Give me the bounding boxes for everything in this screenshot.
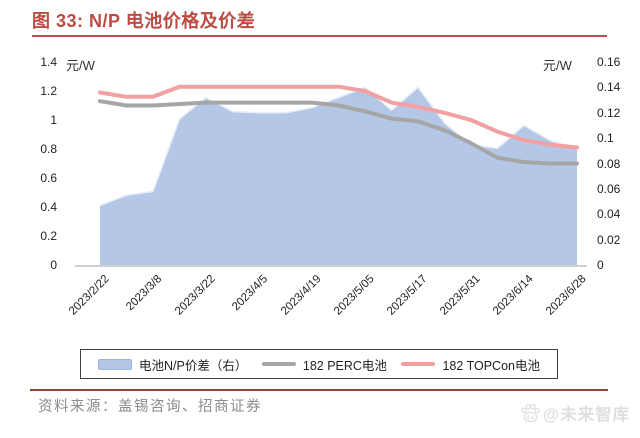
right-axis-tick: 0.1	[597, 131, 614, 146]
paw-logo-icon: du	[521, 403, 540, 423]
right-axis-tick: 0.02	[597, 232, 621, 247]
right-axis-tick: 0.12	[597, 105, 621, 120]
legend-label-spread: 电池N/P价差（右）	[139, 358, 248, 373]
right-axis-tick: 0.06	[597, 181, 621, 196]
chart-area: 元/W 元/W 1.4 1.2 1 0.8 0.6 0.4 0.2 0 0.16 0.14 0.12…	[0, 46, 640, 346]
right-axis-tick: 0.16	[597, 55, 621, 69]
svg-text:du: du	[526, 415, 535, 421]
legend-label-perc: 182 PERC电池	[302, 358, 387, 373]
price-spread-area-edge	[99, 86, 578, 207]
watermark: du @未来智库	[520, 401, 630, 425]
legend-item-perc: 182 PERC电池	[261, 355, 387, 374]
figure-title: 图 33: N/P 电池价格及价差	[32, 11, 256, 31]
chart-svg	[75, 84, 587, 267]
right-axis-unit-label: 元/W	[543, 58, 572, 73]
right-axis-tick: 0	[597, 258, 604, 272]
area-swatch-icon	[98, 358, 132, 370]
right-axis-tick: 0.14	[597, 80, 621, 95]
gray-line-swatch-icon	[261, 362, 296, 366]
left-axis-tick: 1.2	[40, 84, 57, 98]
chart-legend: 电池N/P价差（右） 182 PERC电池 182 TOPCon电池	[80, 349, 558, 379]
topcon-price-line	[98, 84, 579, 150]
left-axis-tick: 0.8	[40, 142, 57, 156]
legend-item-spread: 电池N/P价差（右）	[98, 355, 247, 374]
price-spread-area	[100, 87, 577, 266]
footer-separator	[30, 389, 608, 391]
left-axis-tick: 0.2	[40, 229, 57, 243]
left-axis-tick: 0.4	[40, 200, 57, 214]
right-axis-tick: 0.04	[597, 207, 621, 222]
pink-line-swatch-icon	[401, 362, 436, 366]
legend-label-topcon: 182 TOPCon电池	[442, 358, 540, 373]
data-source-text: 资料来源：盖锡咨询、招商证券	[38, 399, 262, 415]
perc-price-line	[98, 99, 579, 166]
left-axis-tick: 1.4	[40, 55, 57, 69]
left-axis-unit-label: 元/W	[66, 58, 95, 73]
left-axis-tick: 0.6	[40, 171, 57, 185]
watermark-text: @未来智库	[543, 406, 631, 424]
legend-item-topcon: 182 TOPCon电池	[401, 355, 540, 374]
left-axis-tick: 0	[50, 258, 57, 272]
right-axis-tick: 0.08	[597, 156, 621, 171]
title-underline	[32, 35, 607, 37]
left-axis-tick: 1	[50, 113, 57, 127]
